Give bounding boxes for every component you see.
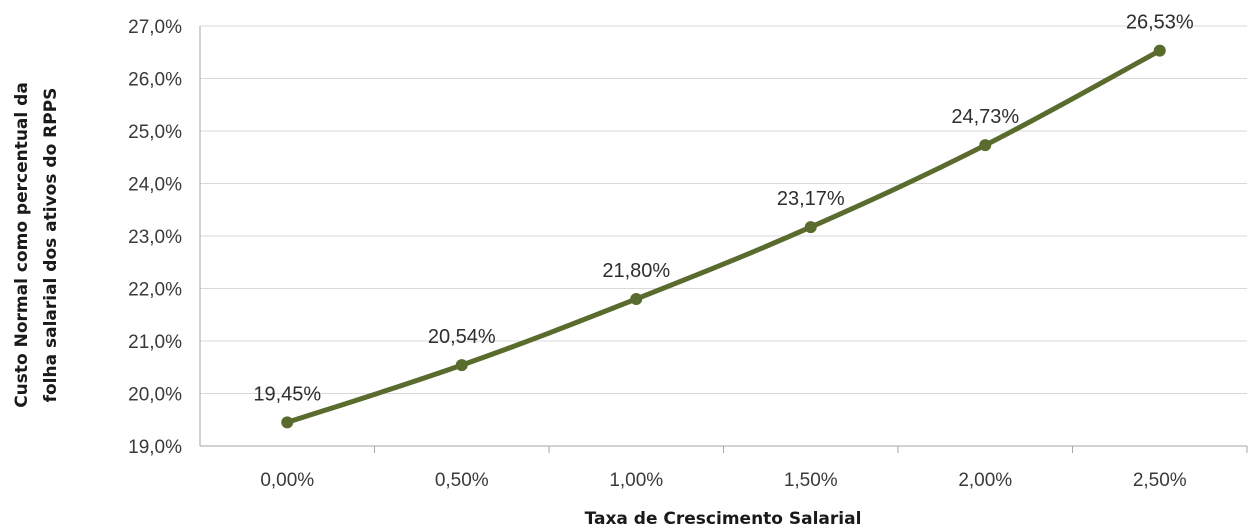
data-label: 19,45% <box>253 383 321 405</box>
data-labels: 19,45% 20,54% 21,80% 23,17% 24,73% 26,53% <box>253 12 1194 406</box>
y-axis-title-line-1: Custo Normal como percentual da <box>12 82 32 408</box>
data-label: 23,17% <box>777 188 845 210</box>
data-point <box>1153 44 1166 57</box>
x-tick-label: 1,50% <box>784 470 838 491</box>
y-axis-title: Custo Normal como percentual da folha sa… <box>12 82 61 408</box>
y-tick-label: 20,0% <box>128 385 182 406</box>
y-tick-label: 19,0% <box>128 437 182 458</box>
gridlines <box>200 25 1247 394</box>
y-axis-title-line-2: folha salarial dos ativos do RPPS <box>41 88 61 403</box>
data-point <box>979 139 992 152</box>
x-tick-labels: 0,00% 0,50% 1,00% 1,50% 2,00% 2,50% <box>260 470 1186 491</box>
axes <box>199 26 1248 453</box>
series-line <box>284 48 1163 425</box>
x-tick-label: 2,00% <box>958 470 1012 491</box>
data-point <box>804 221 817 234</box>
y-tick-labels: 19,0% 20,0% 21,0% 22,0% 23,0% 24,0% 25,0% 26,0%… <box>128 17 182 458</box>
data-point <box>281 416 294 429</box>
x-tick-label: 0,50% <box>435 470 489 491</box>
data-point <box>455 359 468 372</box>
data-label: 26,53% <box>1126 12 1194 34</box>
y-tick-label: 21,0% <box>128 332 182 353</box>
y-tick-label: 23,0% <box>128 227 182 248</box>
data-points <box>281 44 1166 429</box>
y-tick-label: 24,0% <box>128 175 182 196</box>
data-point <box>630 293 643 305</box>
x-axis-title: Taxa de Crescimento Salarial <box>585 509 862 529</box>
series-line-group <box>284 48 1163 425</box>
y-tick-label: 27,0% <box>128 17 182 38</box>
x-tick-label: 2,50% <box>1133 470 1187 491</box>
y-tick-label: 22,0% <box>128 280 182 301</box>
data-label: 21,80% <box>602 260 670 282</box>
y-tick-label: 25,0% <box>128 122 182 143</box>
data-label: 20,54% <box>428 326 496 348</box>
y-tick-label: 26,0% <box>128 70 182 91</box>
x-tick-label: 0,00% <box>260 470 314 491</box>
data-label: 24,73% <box>951 106 1019 128</box>
x-tick-label: 1,00% <box>609 470 663 491</box>
